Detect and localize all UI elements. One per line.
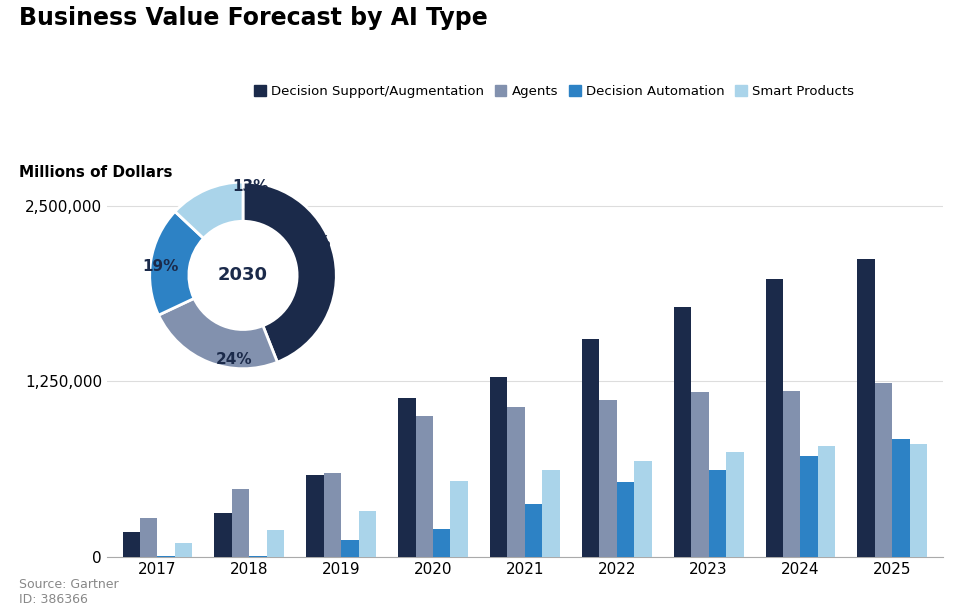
Bar bbox=[416, 416, 433, 557]
Bar bbox=[910, 444, 927, 557]
Legend: Decision Support/Augmentation, Agents, Decision Automation, Smart Products: Decision Support/Augmentation, Agents, D… bbox=[249, 80, 859, 103]
Bar bbox=[892, 439, 910, 557]
Wedge shape bbox=[158, 299, 277, 368]
Bar bbox=[617, 482, 634, 557]
Bar bbox=[157, 556, 175, 557]
Bar bbox=[542, 470, 560, 557]
Bar bbox=[507, 406, 525, 557]
Bar bbox=[122, 532, 140, 557]
Bar bbox=[600, 400, 617, 557]
Bar bbox=[709, 470, 726, 557]
Bar bbox=[801, 456, 817, 557]
Bar bbox=[215, 513, 232, 557]
Text: Business Value Forecast by AI Type: Business Value Forecast by AI Type bbox=[19, 6, 488, 30]
Text: 13%: 13% bbox=[232, 179, 268, 194]
Wedge shape bbox=[150, 212, 203, 315]
Text: 19%: 19% bbox=[143, 258, 179, 274]
Text: Source: Gartner
ID: 386366: Source: Gartner ID: 386366 bbox=[19, 578, 119, 606]
Text: 44%: 44% bbox=[295, 235, 331, 250]
Bar bbox=[175, 543, 192, 557]
Text: 2030: 2030 bbox=[218, 266, 268, 285]
Bar bbox=[306, 476, 324, 557]
Text: 24%: 24% bbox=[216, 352, 252, 367]
Bar bbox=[525, 504, 542, 557]
Bar bbox=[691, 392, 709, 557]
Bar bbox=[324, 472, 341, 557]
Bar bbox=[857, 259, 875, 557]
Bar bbox=[266, 530, 284, 557]
Bar bbox=[490, 377, 507, 557]
Bar bbox=[582, 339, 600, 557]
Bar bbox=[875, 382, 892, 557]
Bar bbox=[726, 452, 744, 557]
Bar bbox=[634, 461, 651, 557]
Bar bbox=[249, 556, 266, 557]
Text: Millions of Dollars: Millions of Dollars bbox=[19, 165, 173, 181]
Wedge shape bbox=[243, 182, 336, 362]
Bar bbox=[433, 529, 450, 557]
Bar bbox=[232, 490, 249, 557]
Bar bbox=[341, 540, 359, 557]
Bar bbox=[140, 518, 157, 557]
Bar bbox=[817, 446, 835, 557]
Bar bbox=[766, 278, 783, 557]
Bar bbox=[674, 307, 691, 557]
Bar bbox=[450, 481, 468, 557]
Wedge shape bbox=[175, 182, 243, 238]
Bar bbox=[783, 391, 801, 557]
Bar bbox=[359, 510, 376, 557]
Bar bbox=[399, 398, 416, 557]
